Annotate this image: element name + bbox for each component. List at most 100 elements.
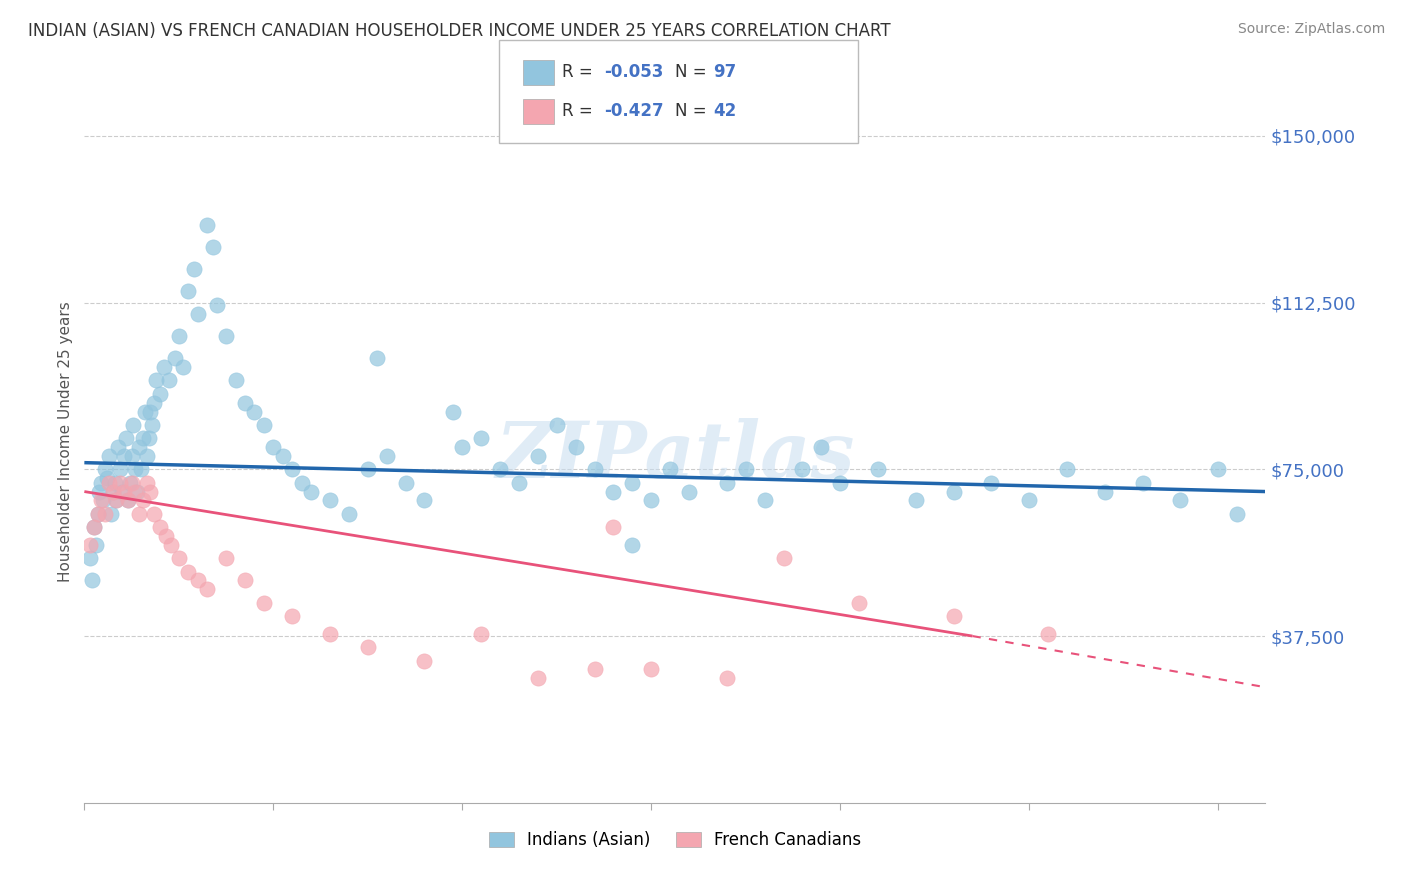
Point (253, 596, 276, 610)
Point (195, 218, 218, 232)
Point (583, 462, 606, 476)
Point (205, 298, 228, 312)
Point (139, 484, 162, 499)
Text: -0.427: -0.427 (605, 103, 664, 120)
Point (115, 431, 138, 445)
Point (942, 609, 965, 624)
Point (1018, 493, 1040, 508)
Point (830, 475, 852, 490)
Point (118, 475, 141, 490)
Point (84, 538, 107, 552)
Point (262, 440, 284, 454)
Point (291, 475, 314, 490)
Point (167, 329, 190, 343)
Point (122, 417, 145, 432)
Point (904, 493, 927, 508)
Point (112, 449, 135, 463)
Point (145, 373, 167, 387)
Point (281, 462, 304, 476)
Point (167, 551, 190, 566)
Point (121, 475, 143, 490)
Point (792, 462, 814, 476)
Point (152, 360, 174, 375)
Point (157, 373, 180, 387)
Point (640, 493, 662, 508)
Point (90, 475, 112, 490)
Point (124, 462, 146, 476)
Point (225, 373, 247, 387)
Point (94, 507, 117, 521)
Point (128, 507, 150, 521)
Text: N =: N = (675, 63, 711, 81)
Point (508, 475, 530, 490)
Point (470, 431, 492, 445)
Point (124, 484, 146, 499)
Point (357, 640, 380, 655)
Point (734, 462, 756, 476)
Point (117, 493, 139, 508)
Point (1056, 462, 1078, 476)
Point (89, 484, 111, 499)
Point (375, 449, 398, 463)
Point (716, 671, 738, 685)
Point (195, 582, 218, 597)
Point (357, 462, 380, 476)
Point (215, 551, 238, 566)
Point (91, 493, 114, 508)
Point (80, 574, 103, 588)
Point (165, 351, 187, 366)
Point (105, 493, 128, 508)
Point (104, 475, 127, 490)
Text: N =: N = (675, 103, 711, 120)
Point (135, 449, 157, 463)
Point (187, 307, 209, 321)
Point (160, 538, 183, 552)
Point (271, 449, 294, 463)
Point (132, 431, 155, 445)
Point (105, 493, 128, 508)
Point (215, 329, 238, 343)
Point (134, 404, 156, 418)
Point (980, 475, 1002, 490)
Point (527, 671, 550, 685)
Point (602, 520, 624, 534)
Point (546, 417, 568, 432)
Point (621, 538, 644, 552)
Point (83, 520, 105, 534)
Point (149, 520, 172, 534)
Point (110, 462, 132, 476)
Point (848, 596, 870, 610)
Point (172, 360, 194, 375)
Text: INDIAN (ASIAN) VS FRENCH CANADIAN HOUSEHOLDER INCOME UNDER 25 YEARS CORRELATION : INDIAN (ASIAN) VS FRENCH CANADIAN HOUSEH… (28, 22, 891, 40)
Point (201, 240, 224, 254)
Point (149, 386, 172, 401)
Point (772, 551, 794, 566)
Point (187, 574, 209, 588)
Point (141, 417, 163, 432)
Point (107, 440, 129, 454)
Text: R =: R = (562, 103, 599, 120)
Point (233, 395, 256, 409)
Point (121, 449, 143, 463)
Point (527, 449, 550, 463)
Point (281, 609, 304, 624)
Point (621, 475, 644, 490)
Point (86, 507, 108, 521)
Point (942, 484, 965, 499)
Point (143, 507, 166, 521)
Point (101, 484, 124, 499)
Point (489, 462, 512, 476)
Y-axis label: Householder Income Under 25 years: Householder Income Under 25 years (58, 301, 73, 582)
Point (79, 538, 101, 552)
Point (1132, 475, 1154, 490)
Point (441, 404, 464, 418)
Point (678, 484, 700, 499)
Point (1094, 484, 1116, 499)
Point (177, 565, 200, 579)
Point (564, 440, 586, 454)
Text: ZIPatlas: ZIPatlas (495, 417, 855, 494)
Text: R =: R = (562, 63, 599, 81)
Point (138, 431, 160, 445)
Point (602, 484, 624, 499)
Point (132, 493, 155, 508)
